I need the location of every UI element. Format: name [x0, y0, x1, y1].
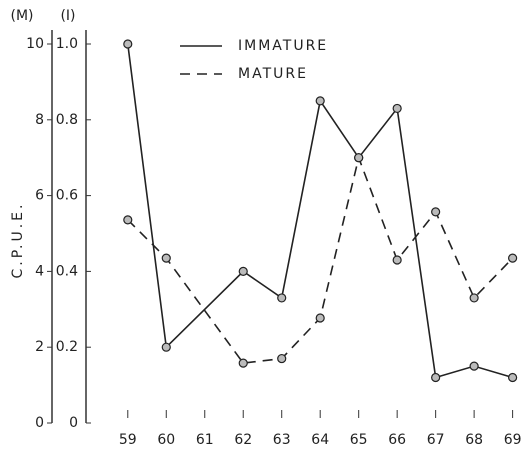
x-tick-label: 65 — [350, 432, 368, 448]
legend-label: IMMATURE — [238, 38, 328, 54]
data-point — [123, 39, 133, 49]
y-tick-label: 6 — [35, 188, 44, 204]
data-point — [392, 255, 402, 265]
series-line — [126, 43, 513, 379]
y-tick-label: 0 — [35, 415, 44, 431]
data-point — [431, 207, 441, 217]
y-unit-label: (M) — [10, 8, 33, 24]
data-point — [431, 372, 441, 383]
y-axis-label: C.P.U.E. — [10, 202, 26, 279]
data-point — [354, 153, 364, 163]
x-tick-label: 64 — [311, 432, 329, 448]
y-tick-label: 4 — [35, 263, 44, 279]
data-point — [277, 293, 287, 303]
y-tick-label: 2 — [35, 339, 44, 355]
data-point — [315, 96, 325, 106]
data-point — [238, 358, 248, 368]
x-tick-label: 68 — [465, 432, 483, 448]
x-tick-label: 60 — [157, 432, 175, 448]
x-tick-label: 69 — [504, 432, 522, 448]
data-point — [469, 293, 479, 303]
y2-tick-label: 0 — [69, 415, 78, 431]
data-point — [238, 266, 248, 276]
data-point — [161, 253, 171, 263]
y2-tick-label: 0.2 — [56, 339, 78, 355]
data-point — [161, 342, 171, 352]
data-point — [315, 313, 325, 323]
data-point — [508, 253, 518, 263]
data-point — [392, 103, 402, 114]
data-point — [508, 372, 518, 383]
x-tick-label: 63 — [273, 432, 291, 448]
x-tick-label: 66 — [388, 432, 406, 448]
series-line — [127, 154, 514, 364]
data-point — [277, 353, 287, 364]
legend-label: MATURE — [238, 66, 308, 82]
y2-tick-label: 0.8 — [56, 112, 78, 128]
x-tick-label: 61 — [196, 432, 214, 448]
y-tick-label: 8 — [35, 112, 44, 128]
y2-unit-label: (I) — [60, 8, 75, 24]
x-tick-label: 67 — [427, 432, 445, 448]
data-point — [469, 361, 479, 371]
y-tick-label: 10 — [26, 36, 44, 52]
y2-tick-label: 1.0 — [56, 36, 78, 52]
data-point — [123, 215, 133, 225]
y2-tick-label: 0.4 — [56, 263, 78, 279]
y2-tick-label: 0.6 — [56, 188, 78, 204]
x-tick-label: 62 — [234, 432, 252, 448]
x-tick-label: 59 — [119, 432, 137, 448]
